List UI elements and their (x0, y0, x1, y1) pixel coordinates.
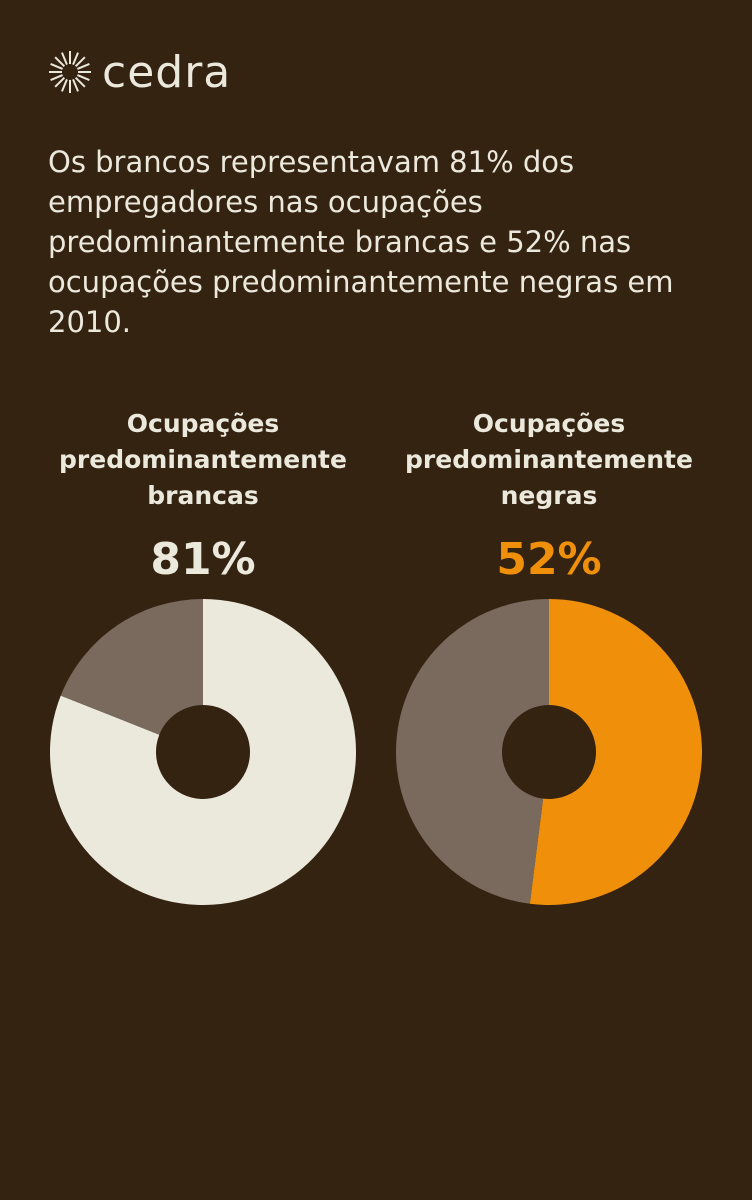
logo-ray (77, 63, 90, 70)
donut-segment (529, 599, 702, 905)
logo-ray (72, 52, 79, 65)
logo-ray (74, 76, 86, 88)
value-label: 52% (496, 534, 601, 585)
logo-ray (77, 74, 90, 81)
logo-ray (50, 63, 63, 70)
donut-segment (50, 599, 357, 905)
logo-ray (61, 79, 68, 92)
chart-title: Ocupações predominantemente negras (405, 409, 693, 510)
description: Os brancos representavam 81% dos emprega… (48, 145, 674, 339)
chart-title: Ocupações predominantemente brancas (59, 409, 347, 510)
logo-ray (72, 79, 79, 92)
brand: cedra (102, 46, 232, 98)
logo: cedra (46, 42, 231, 102)
logo-ray (74, 56, 86, 68)
logo-ray (54, 76, 66, 88)
donut-segment (60, 599, 203, 735)
logo-ray (61, 52, 68, 65)
logo-ray (54, 56, 66, 68)
donut-segment (395, 599, 549, 904)
logo-ray (50, 74, 63, 81)
logo-icon (49, 51, 91, 93)
value-label: 81% (150, 534, 255, 585)
